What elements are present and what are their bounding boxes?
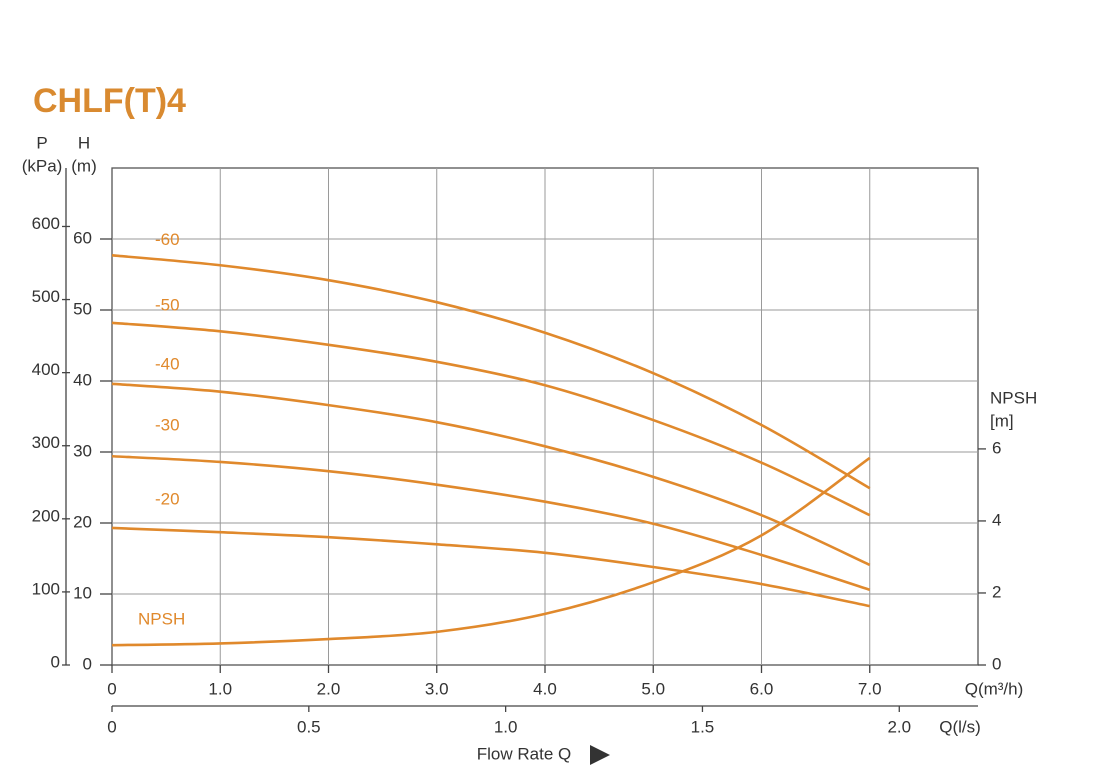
y-tick-label: 50 (73, 299, 92, 318)
y2-tick-label: 2 (992, 582, 1001, 601)
x-tick-label: 4.0 (533, 679, 557, 698)
y-tick-label: 20 (73, 512, 92, 531)
y2-tick-label: 0 (992, 654, 1001, 673)
series-label: -50 (155, 295, 180, 314)
x2-tick-label: 0 (107, 717, 116, 736)
series-line (111, 321, 871, 517)
series-label: NPSH (138, 610, 185, 629)
series-line (111, 254, 871, 490)
x-tick-label: 5.0 (641, 679, 665, 698)
p-tick-label: 0 (51, 652, 60, 671)
h-axis-label: H (78, 133, 90, 152)
p-tick-label: 300 (32, 433, 60, 452)
p-tick-label: 600 (32, 214, 60, 233)
x-tick-label: 3.0 (425, 679, 449, 698)
p-tick-label: 100 (32, 579, 60, 598)
x-axis-title: Flow Rate Q (477, 744, 571, 763)
x2-tick-label: 1.5 (691, 717, 715, 736)
x-tick-label: 7.0 (858, 679, 882, 698)
series-label: -20 (155, 489, 180, 508)
y-tick-label: 40 (73, 370, 92, 389)
npsh-axis-unit: [m] (990, 411, 1014, 430)
y-tick-label: 10 (73, 583, 92, 602)
h-axis-unit: (m) (71, 156, 96, 175)
x-axis-unit: Q(m³/h) (965, 679, 1024, 698)
p-tick-label: 400 (32, 360, 60, 379)
y2-tick-label: 4 (992, 510, 1001, 529)
series-line (111, 526, 871, 608)
y-tick-label: 30 (73, 441, 92, 460)
series-line (111, 382, 871, 567)
p-tick-label: 200 (32, 506, 60, 525)
series-line (111, 454, 871, 591)
npsh-axis-label: NPSH (990, 388, 1037, 407)
x-tick-label: 1.0 (208, 679, 232, 698)
chart-title: CHLF(T)4 (33, 82, 186, 120)
x2-axis-unit: Q(l/s) (939, 717, 981, 736)
y-tick-label: 60 (73, 228, 92, 247)
series-label: -30 (155, 416, 180, 435)
x-tick-label: 6.0 (750, 679, 774, 698)
x-tick-label: 0 (107, 679, 116, 698)
x2-tick-label: 1.0 (494, 717, 518, 736)
p-axis-label: P (36, 133, 47, 152)
x2-tick-label: 2.0 (887, 717, 911, 736)
x-tick-label: 2.0 (317, 679, 341, 698)
p-axis-unit: (kPa) (22, 156, 63, 175)
y2-tick-label: 6 (992, 438, 1001, 457)
series-label: -40 (155, 354, 180, 373)
p-tick-label: 500 (32, 287, 60, 306)
arrow-icon (590, 745, 610, 765)
y-tick-label: 0 (83, 654, 92, 673)
x2-tick-label: 0.5 (297, 717, 321, 736)
series-label: -60 (155, 230, 180, 249)
series-line (111, 456, 871, 647)
